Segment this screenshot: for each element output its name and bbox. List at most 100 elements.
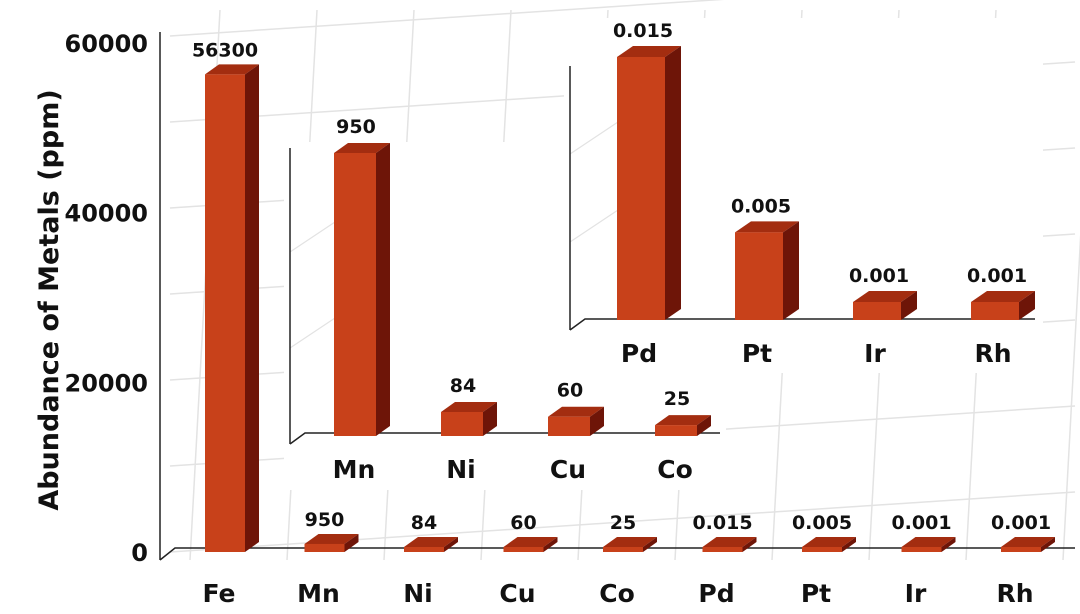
bar-rh-top: [1001, 537, 1055, 547]
inset-x-tick-label: Ir: [864, 339, 886, 368]
x-tick-label: Co: [599, 579, 635, 608]
x-tick-label: Fe: [202, 579, 235, 608]
data-label: 60: [510, 512, 536, 534]
inset-bar-rh-top: [971, 291, 1035, 302]
bar-fe-top: [205, 64, 259, 75]
x-tick-label: Mn: [297, 579, 340, 608]
bar-cu: [503, 537, 558, 552]
bar-cu-front: [503, 547, 544, 552]
inset-data-label: 25: [664, 388, 690, 410]
bar-pt-front: [802, 547, 842, 552]
bar-pt-top: [802, 537, 856, 547]
bar-pd-front: [702, 547, 743, 552]
x-tick-label: Pd: [698, 579, 734, 608]
inset-bar-mn-top: [334, 143, 390, 153]
main-bars: 56300 Fe 950 Mn 84 Ni 60 Cu 25 Co 0.015 Pd 0.005 Pt 0.…: [192, 39, 1055, 608]
data-label: 950: [305, 509, 345, 531]
bar-mn-side: [344, 533, 359, 552]
data-label: 0.005: [792, 512, 852, 534]
bar-ni: [404, 537, 458, 552]
inset-bar-ni-front: [441, 412, 483, 436]
inset-bar-pd-side: [665, 46, 681, 320]
inset-bar-rh-side: [1019, 291, 1035, 320]
inset-data-label: 0.005: [731, 195, 791, 217]
data-label: 0.001: [991, 512, 1051, 534]
x-tick-label: Pt: [801, 579, 831, 608]
inset-chart-pd-rh: 0.015 Pd 0.005 Pt 0.001 Ir 0.001 Rh: [564, 18, 1043, 373]
bar-co-top: [603, 537, 657, 547]
y-tick-label: 20000: [65, 369, 149, 397]
bar-mn-top: [304, 533, 359, 544]
x-tick-label: Cu: [499, 579, 535, 608]
bar-co-side: [643, 537, 657, 552]
inset-x-tick-label: Rh: [974, 339, 1011, 368]
inset-bar-pt: [735, 221, 799, 320]
inset-bar-mn-front: [334, 153, 376, 436]
inset-x-tick-label: Pt: [742, 339, 772, 368]
inset-bar-co-front: [655, 425, 697, 436]
bar-rh-side: [1041, 537, 1055, 552]
bar-cu-top: [503, 537, 558, 547]
inset-bar-ir-front: [853, 302, 901, 320]
inset-x-tick-label: Co: [657, 455, 693, 484]
main-axes: 0 20000 40000 60000: [65, 30, 1075, 567]
bar-ni-side: [444, 537, 458, 552]
inset-bar-ir-top: [853, 291, 917, 302]
inset-data-label: 0.015: [613, 20, 673, 42]
inset-bar-cu-top: [548, 406, 604, 417]
inset-bar-cu-front: [548, 416, 590, 436]
inset-bar-co-top: [655, 415, 711, 426]
inset-data-label: 950: [336, 116, 376, 138]
data-label: 56300: [192, 39, 258, 61]
bar-pt: [802, 537, 856, 552]
bar-co: [603, 537, 657, 552]
y-tick-label: 40000: [65, 200, 149, 228]
inset-x-tick-label: Mn: [333, 455, 376, 484]
inset-bar-ir-side: [901, 291, 917, 320]
inset-data-label: 0.001: [849, 265, 909, 287]
inset-bar-pd: [617, 46, 681, 320]
inset-x-tick-label: Pd: [621, 339, 657, 368]
inset-bar-pt-front: [735, 232, 783, 320]
x-tick-label: Ni: [403, 579, 433, 608]
bar-ir-top: [901, 537, 956, 547]
inset-bar-cu: [548, 406, 604, 436]
inset-bar-mn: [334, 143, 390, 436]
bar-co-front: [603, 547, 643, 552]
data-label: 25: [610, 512, 636, 534]
bar-rh-front: [1001, 547, 1041, 552]
x-tick-label: Rh: [996, 579, 1033, 608]
bar-cu-side: [543, 537, 558, 552]
bar-pd-top: [702, 537, 757, 547]
x-tick-label: Ir: [905, 579, 927, 608]
inset-data-label: 60: [557, 380, 583, 402]
inset-bar-ni-side: [483, 402, 497, 436]
inset-data-label: 84: [450, 375, 476, 397]
bar-pt-side: [842, 537, 856, 552]
y-axis-label: Abundance of Metals (ppm): [34, 89, 65, 510]
data-label: 0.001: [891, 512, 951, 534]
grid-line-h: [169, 0, 725, 37]
bar-pd-side: [742, 537, 757, 552]
inset-bar-pt-side: [783, 221, 799, 320]
bar-mn-front: [304, 543, 345, 552]
inset-bar-co: [655, 415, 711, 436]
inset-bar-rh: [971, 291, 1035, 320]
bar-mn: [304, 533, 359, 552]
data-label: 0.015: [692, 512, 752, 534]
inset-bar-mn-side: [376, 143, 390, 436]
bar-fe: [205, 64, 259, 552]
bar-ni-front: [404, 547, 444, 552]
inset-bar-ni-top: [441, 402, 497, 412]
bar-fe-front: [205, 74, 245, 552]
inset-bar-pt-top: [735, 221, 799, 233]
inset-bar-co-side: [697, 415, 711, 436]
grid-line-v: [1062, 234, 1080, 561]
inset-bar-cu-side: [590, 406, 604, 436]
inset-x-tick-label: Cu: [550, 455, 586, 484]
bar-ir-side: [941, 537, 956, 552]
bar-fe-side: [245, 64, 259, 552]
bar-rh: [1001, 537, 1055, 552]
inset-data-label: 0.001: [967, 265, 1027, 287]
